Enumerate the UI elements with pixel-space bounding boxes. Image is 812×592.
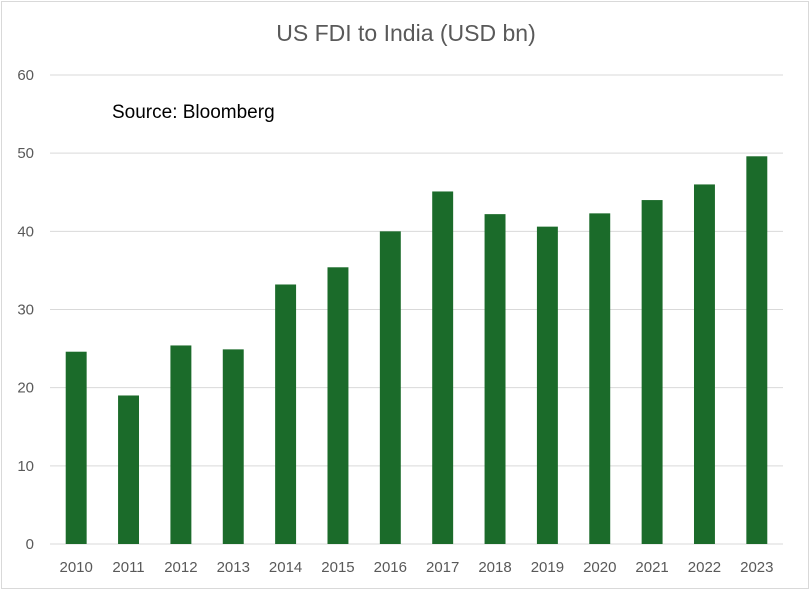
x-tick-label: 2012 bbox=[164, 559, 197, 576]
y-tick-label: 20 bbox=[17, 380, 34, 397]
y-tick-label: 10 bbox=[17, 458, 34, 475]
bar-2018 bbox=[484, 214, 506, 545]
bar-2014 bbox=[275, 284, 297, 544]
bar-2017 bbox=[432, 191, 454, 545]
x-tick-label: 2015 bbox=[321, 559, 354, 576]
x-tick-label: 2020 bbox=[583, 559, 616, 576]
bar-2010 bbox=[65, 351, 87, 544]
y-tick-label: 40 bbox=[17, 223, 34, 240]
x-axis-ticks: 2010 2011 2012 2013 2014 2015 2016 2017 2018 2019… bbox=[59, 559, 773, 576]
x-tick-label: 2010 bbox=[59, 559, 92, 576]
bar-2016 bbox=[379, 231, 401, 545]
x-tick-label: 2021 bbox=[635, 559, 668, 576]
y-tick-label: 30 bbox=[17, 302, 34, 319]
bar-2015 bbox=[327, 267, 349, 544]
bar-2023 bbox=[746, 156, 768, 544]
bar-2022 bbox=[693, 184, 715, 544]
y-tick-label: 50 bbox=[17, 145, 34, 162]
x-tick-label: 2011 bbox=[112, 559, 144, 576]
x-tick-label: 2013 bbox=[217, 559, 250, 576]
source-annotation: Source: Bloomberg bbox=[112, 102, 275, 123]
chart-title: US FDI to India (USD bn) bbox=[276, 20, 536, 46]
x-tick-label: 2019 bbox=[531, 559, 564, 576]
y-tick-label: 60 bbox=[17, 67, 34, 84]
x-tick-label: 2023 bbox=[740, 559, 773, 576]
x-tick-label: 2018 bbox=[478, 559, 511, 576]
bar-2013 bbox=[222, 349, 244, 544]
y-axis-ticks: 0 10 20 30 40 50 60 bbox=[17, 67, 34, 553]
bars bbox=[65, 156, 768, 545]
bar-2012 bbox=[170, 345, 192, 544]
bar-2019 bbox=[536, 226, 558, 545]
bar-2020 bbox=[589, 213, 611, 545]
bar-2011 bbox=[118, 395, 140, 544]
x-tick-label: 2022 bbox=[688, 559, 721, 576]
bar-2021 bbox=[641, 200, 663, 545]
x-tick-label: 2017 bbox=[426, 559, 459, 576]
x-tick-label: 2014 bbox=[269, 559, 302, 576]
y-tick-label: 0 bbox=[26, 536, 34, 553]
x-tick-label: 2016 bbox=[374, 559, 407, 576]
gridlines bbox=[50, 74, 783, 545]
